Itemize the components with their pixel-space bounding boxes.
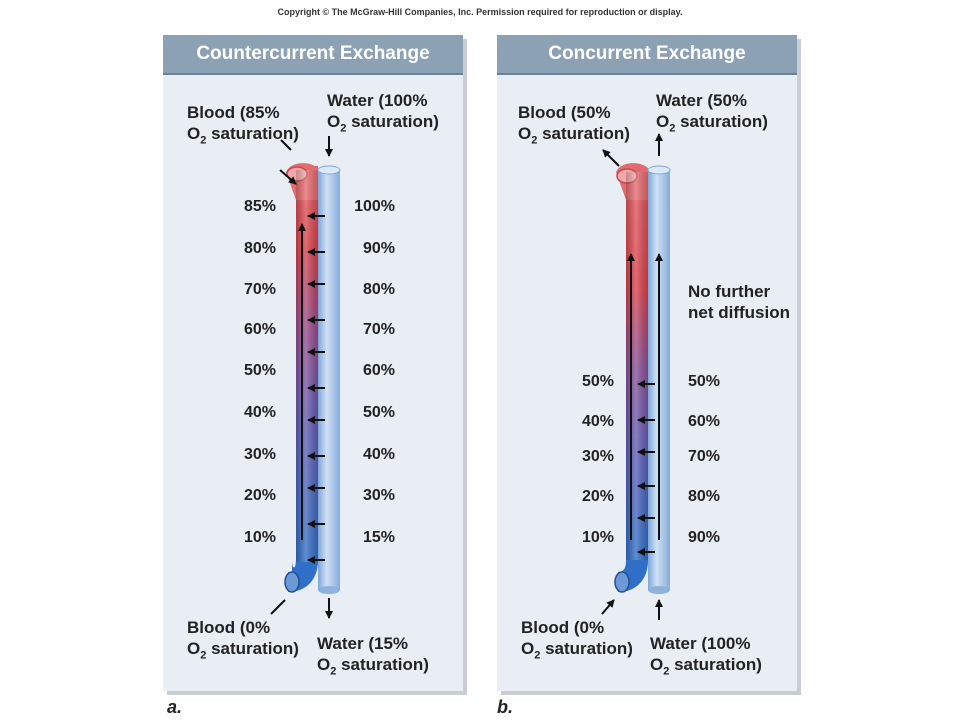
panel-a-water-value: 70%	[362, 321, 395, 338]
panel-a-blood-value: 80%	[243, 240, 276, 257]
panel-b-water-value: 60%	[688, 413, 721, 430]
panel-a-water-channel	[317, 165, 341, 594]
panel-b-diffusion-arrows	[637, 380, 655, 556]
panel-a-water-value: 30%	[362, 487, 395, 504]
copyright-notice: Copyright © The McGraw-Hill Companies, I…	[277, 7, 683, 17]
panel-a-flow-arrows	[270, 136, 333, 619]
panel-b-blood-value: 40%	[581, 413, 614, 430]
panel-a-letter: a.	[167, 697, 183, 717]
panel-b-blood-out-label: Blood (50% O2 saturation)	[518, 103, 630, 147]
panel-a-water-value: 80%	[362, 281, 395, 298]
panel-b-blood-value: 50%	[581, 373, 614, 390]
panel-a-water-value: 100%	[354, 198, 395, 215]
panel-b-water-value: 80%	[688, 488, 721, 505]
panel-a-water-value: 60%	[362, 362, 395, 379]
panel-a-water-value: 50%	[362, 404, 395, 421]
panel-b-letter: b.	[497, 697, 513, 717]
panel-b-title: Concurrent Exchange	[497, 35, 797, 73]
panel-a-water-value: 90%	[362, 240, 395, 257]
panel-b-blood-value: 20%	[581, 488, 614, 505]
panel-a-blood-out-label: Blood (0% O2 saturation)	[187, 618, 299, 662]
panel-b-blood-value: 30%	[581, 448, 614, 465]
panel-concurrent: Concurrent Exchange	[497, 35, 797, 691]
panel-a-blood-value: 50%	[243, 362, 276, 379]
panel-a-title: Countercurrent Exchange	[163, 35, 463, 73]
panel-a-diffusion-arrows	[307, 212, 325, 564]
panel-b-water-value: 50%	[688, 373, 721, 390]
no-net-diffusion-note: No further net diffusion	[688, 282, 790, 322]
panel-a-blood-value: 40%	[243, 404, 276, 421]
panel-b-water-value: 70%	[688, 448, 721, 465]
panel-a-water-value: 40%	[362, 446, 395, 463]
panel-b-flow-arrows	[601, 133, 663, 620]
panel-a-blood-value: 85%	[243, 198, 276, 215]
panel-a-water-out-label: Water (15% O2 saturation)	[317, 634, 429, 678]
panel-b-water-value: 90%	[688, 529, 721, 546]
panel-a-blood-in-label: Blood (85% O2 saturation)	[187, 103, 299, 147]
panel-a-blood-value: 30%	[243, 446, 276, 463]
panel-a-blood-value: 70%	[243, 281, 276, 298]
panel-a-blood-value: 60%	[243, 321, 276, 338]
panel-a-blood-value: 20%	[243, 487, 276, 504]
panel-b-water-out-label: Water (50% O2 saturation)	[656, 91, 768, 135]
panel-a-blood-value: 10%	[243, 529, 276, 546]
panel-a-water-value: 15%	[362, 529, 395, 546]
panel-b-blood-value: 10%	[581, 529, 614, 546]
panel-b-water-in-label: Water (100% O2 saturation)	[650, 634, 762, 678]
panel-a-water-in-label: Water (100% O2 saturation)	[327, 91, 439, 135]
panel-b-blood-in-label: Blood (0% O2 saturation)	[521, 618, 633, 662]
